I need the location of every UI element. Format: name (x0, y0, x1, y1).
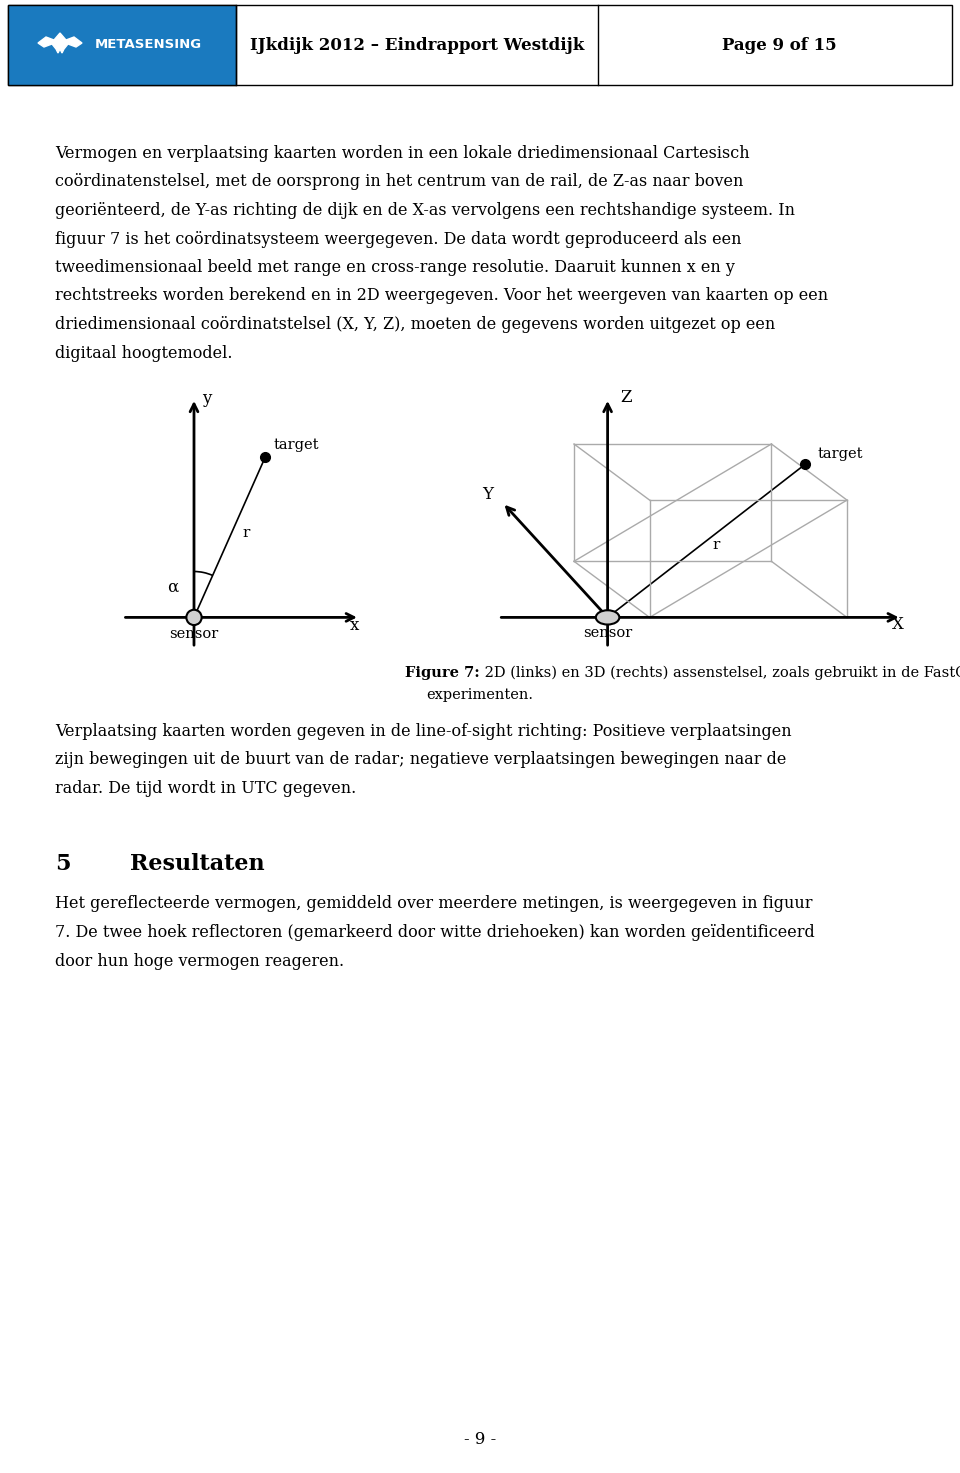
Text: experimenten.: experimenten. (426, 688, 534, 703)
Text: sensor: sensor (169, 627, 219, 641)
Text: α: α (167, 579, 178, 597)
Text: rechtstreeks worden berekend en in 2D weergegeven. Voor het weergeven van kaarte: rechtstreeks worden berekend en in 2D we… (55, 287, 828, 305)
Text: Vermogen en verplaatsing kaarten worden in een lokale driedimensionaal Cartesisc: Vermogen en verplaatsing kaarten worden … (55, 144, 750, 162)
Text: METASENSING: METASENSING (95, 38, 203, 52)
Text: Z: Z (620, 389, 632, 407)
Text: target: target (273, 437, 319, 452)
Text: digitaal hoogtemodel.: digitaal hoogtemodel. (55, 345, 232, 361)
Text: Page 9 of 15: Page 9 of 15 (722, 37, 836, 53)
Text: door hun hoge vermogen reageren.: door hun hoge vermogen reageren. (55, 953, 344, 969)
Text: target: target (818, 446, 863, 461)
Text: tweedimensionaal beeld met range en cross-range resolutie. Daaruit kunnen x en y: tweedimensionaal beeld met range en cros… (55, 259, 734, 275)
Text: coördinatenstelsel, met de oorsprong in het centrum van de rail, de Z-as naar bo: coördinatenstelsel, met de oorsprong in … (55, 174, 743, 190)
Text: driedimensionaal coördinatstelsel (X, Y, Z), moeten de gegevens worden uitgezet : driedimensionaal coördinatstelsel (X, Y,… (55, 317, 776, 333)
Polygon shape (38, 32, 82, 53)
Text: Y: Y (482, 486, 493, 502)
Text: radar. De tijd wordt in UTC gegeven.: radar. De tijd wordt in UTC gegeven. (55, 781, 356, 797)
Text: georiënteerd, de Y-as richting de dijk en de X-as vervolgens een rechtshandige s: georiënteerd, de Y-as richting de dijk e… (55, 202, 795, 219)
Text: x: x (350, 617, 359, 635)
Text: - 9 -: - 9 - (464, 1430, 496, 1448)
Text: Verplaatsing kaarten worden gegeven in de line-of-sight richting: Positieve verp: Verplaatsing kaarten worden gegeven in d… (55, 723, 792, 739)
Text: Het gereflecteerde vermogen, gemiddeld over meerdere metingen, is weergegeven in: Het gereflecteerde vermogen, gemiddeld o… (55, 896, 812, 912)
Text: sensor: sensor (583, 626, 633, 639)
Text: 5: 5 (55, 853, 70, 875)
Text: figuur 7 is het coördinatsysteem weergegeven. De data wordt geproduceerd als een: figuur 7 is het coördinatsysteem weergeg… (55, 230, 741, 247)
Bar (8, 4, 952, 85)
Text: Figure 7:: Figure 7: (405, 666, 480, 681)
Circle shape (186, 610, 202, 625)
Text: y: y (202, 390, 211, 407)
Circle shape (596, 610, 619, 625)
Bar (8, 4, 236, 85)
Text: r: r (712, 538, 720, 551)
Text: IJkdijk 2012 – Eindrapport Westdijk: IJkdijk 2012 – Eindrapport Westdijk (250, 37, 585, 53)
Text: 7. De twee hoek reflectoren (gemarkeerd door witte driehoeken) kan worden geïden: 7. De twee hoek reflectoren (gemarkeerd … (55, 924, 815, 941)
Text: 2D (links) en 3D (rechts) assenstelsel, zoals gebruikt in de FastGBSAR karten, t: 2D (links) en 3D (rechts) assenstelsel, … (480, 666, 960, 681)
Text: Resultaten: Resultaten (130, 853, 265, 875)
Text: zijn bewegingen uit de buurt van de radar; negatieve verplaatsingen bewegingen n: zijn bewegingen uit de buurt van de rada… (55, 751, 786, 769)
Text: X: X (892, 616, 903, 633)
Text: r: r (243, 526, 250, 541)
